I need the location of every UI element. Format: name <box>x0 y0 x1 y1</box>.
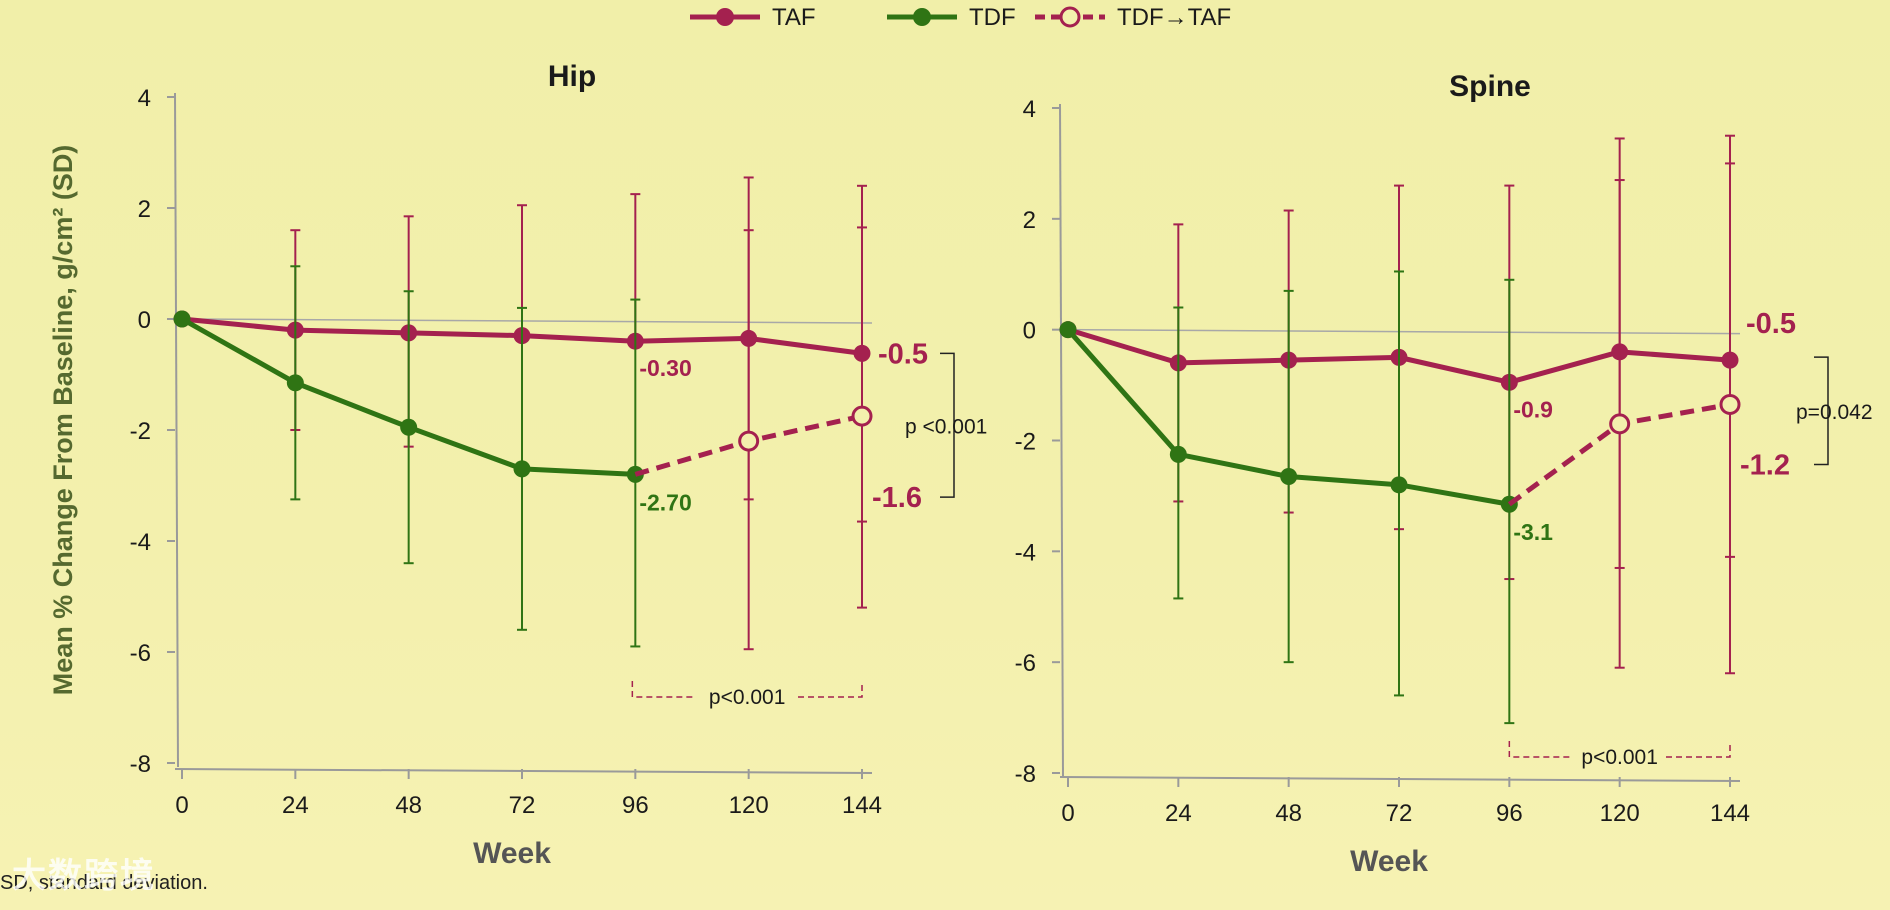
chart-title: Hip <box>548 60 596 93</box>
x-tick-label: 96 <box>1496 800 1523 827</box>
y-tick-label: 2 <box>138 196 151 223</box>
data-point <box>400 418 418 436</box>
data-point <box>1169 445 1187 463</box>
x-tick-label: 144 <box>1710 800 1750 827</box>
p-bracket-right <box>940 352 955 498</box>
x-tick-label: 24 <box>282 792 309 819</box>
y-tick-label: -4 <box>1015 539 1036 566</box>
p-value-bottom: p<0.001 <box>1581 746 1658 769</box>
p-value-right: p <0.001 <box>905 415 987 438</box>
p-bracket-bottom-right <box>1666 741 1731 758</box>
data-label-switch-end: -1.2 <box>1740 449 1790 481</box>
data-label-taf-96: -0.9 <box>1513 396 1553 422</box>
data-point <box>286 374 304 392</box>
x-tick-label: 120 <box>729 792 769 819</box>
x-tick-label: 0 <box>1061 800 1074 827</box>
chart-title: Spine <box>1449 70 1531 103</box>
footnote: SD, standard deviation. <box>0 872 208 894</box>
x-tick-label: 144 <box>842 792 882 819</box>
y-tick-label: 0 <box>1023 318 1036 345</box>
x-axis-title: Week <box>473 837 551 870</box>
x-tick-label: 120 <box>1600 800 1640 827</box>
y-tick-label: 4 <box>138 85 151 112</box>
p-bracket-right <box>1814 356 1829 466</box>
legend-label: TDF <box>969 4 1016 31</box>
data-point <box>1609 413 1631 435</box>
data-label-taf-96: -0.30 <box>639 355 691 381</box>
data-point <box>513 460 531 478</box>
x-tick-label: 48 <box>1275 800 1302 827</box>
legend-marker <box>913 8 931 26</box>
data-label-taf-end: -0.5 <box>1746 308 1796 340</box>
p-value-bottom: p<0.001 <box>709 686 786 709</box>
y-axis-line <box>1059 103 1064 778</box>
data-point <box>1280 468 1298 486</box>
series-tdf <box>1059 270 1518 725</box>
x-tick-label: 48 <box>395 792 422 819</box>
y-axis-line <box>174 92 179 768</box>
data-label-tdf-96: -2.70 <box>639 489 691 515</box>
x-tick-label: 72 <box>1386 800 1413 827</box>
data-label-tdf-96: -3.1 <box>1513 519 1553 545</box>
p-value-right: p=0.042 <box>1796 401 1873 424</box>
x-axis-line <box>174 768 873 774</box>
x-axis-title: Week <box>1350 845 1428 878</box>
y-tick-label: -2 <box>1015 429 1036 456</box>
zero-baseline <box>1067 328 1741 335</box>
y-tick-label: -6 <box>1015 650 1036 677</box>
y-tick-label: -8 <box>130 751 151 778</box>
data-label-switch-end: -1.6 <box>872 482 922 514</box>
p-bracket-bottom-left <box>631 681 697 698</box>
spine-panel: Spine 4 2 0 -2 -4 -6 -8 0 24 48 72 96 120 144 Week -0.9 -… <box>1015 70 1873 878</box>
watermark: 大数跨境 <box>12 856 156 896</box>
data-point <box>851 405 873 427</box>
data-point <box>173 310 191 328</box>
hip-panel: Hip 4 2 0 -2 -4 -6 -8 0 24 48 72 96 120 144 Week -0.30 -2… <box>130 60 988 870</box>
x-tick-label: 0 <box>175 792 188 819</box>
data-point <box>1059 321 1077 339</box>
zero-baseline <box>181 318 873 324</box>
legend-marker <box>1059 6 1081 28</box>
y-tick-label: 2 <box>1023 207 1036 234</box>
series-tdf <box>173 265 644 648</box>
data-label-taf-end: -0.5 <box>878 338 928 370</box>
p-bracket-bottom-right <box>798 681 863 698</box>
y-axis-label: Mean % Change From Baseline, g/cm² (SD) <box>48 145 78 696</box>
data-point <box>738 430 760 452</box>
x-tick-label: 24 <box>1165 800 1192 827</box>
x-tick-label: 72 <box>509 792 536 819</box>
legend-label: TAF <box>772 4 816 31</box>
y-tick-label: -8 <box>1015 761 1036 788</box>
series-tdf-to-taf <box>634 226 873 651</box>
x-tick-label: 96 <box>622 792 649 819</box>
y-tick-label: 0 <box>138 307 151 334</box>
y-tick-label: -4 <box>130 529 151 556</box>
p-bracket-bottom-left <box>1508 741 1574 758</box>
data-point <box>1390 476 1408 494</box>
y-tick-label: -6 <box>130 640 151 667</box>
data-point <box>1719 393 1741 415</box>
y-tick-label: -2 <box>130 418 151 445</box>
y-tick-label: 4 <box>1023 96 1036 123</box>
series-tdf-to-taf <box>1507 134 1741 675</box>
legend-marker <box>716 8 734 26</box>
legend: TAF TDF TDF→TAF <box>690 4 1231 31</box>
legend-label: TDF→TAF <box>1117 4 1231 31</box>
